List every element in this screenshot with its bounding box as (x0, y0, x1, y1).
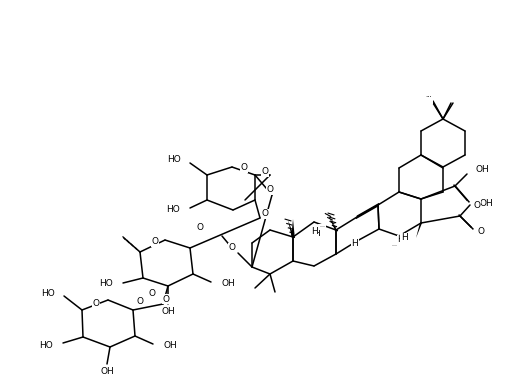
Text: H: H (352, 239, 359, 248)
Text: OH: OH (221, 279, 235, 288)
Text: O: O (197, 223, 203, 232)
Text: ···: ··· (426, 94, 432, 100)
Text: O: O (477, 226, 485, 235)
Text: O: O (162, 294, 170, 304)
Polygon shape (291, 219, 295, 237)
Text: O: O (262, 209, 268, 218)
Text: O: O (473, 200, 481, 209)
Text: OH: OH (479, 198, 493, 208)
Text: HO: HO (41, 290, 55, 299)
Text: ···: ··· (391, 243, 397, 248)
Polygon shape (328, 215, 337, 231)
Text: OH: OH (475, 166, 489, 175)
Text: H: H (312, 229, 319, 239)
Text: OH: OH (161, 307, 175, 316)
Text: O: O (136, 297, 143, 307)
Text: HO: HO (167, 155, 181, 164)
Text: O: O (228, 243, 236, 253)
Polygon shape (416, 223, 422, 238)
Text: HO: HO (39, 341, 53, 350)
Text: OH: OH (163, 341, 177, 350)
Text: OH: OH (100, 367, 114, 375)
Text: HO: HO (99, 279, 113, 288)
Text: HO: HO (166, 206, 180, 214)
Text: O: O (152, 237, 158, 246)
Text: ···: ··· (319, 225, 325, 229)
Text: H: H (401, 234, 407, 243)
Text: O: O (92, 299, 100, 307)
Text: H: H (398, 235, 404, 245)
Text: H: H (311, 228, 318, 237)
Text: ···: ··· (426, 94, 432, 104)
Polygon shape (288, 220, 294, 237)
Text: O: O (266, 186, 274, 195)
Text: O: O (262, 167, 268, 177)
Text: O: O (240, 164, 248, 172)
Text: O: O (148, 290, 156, 299)
